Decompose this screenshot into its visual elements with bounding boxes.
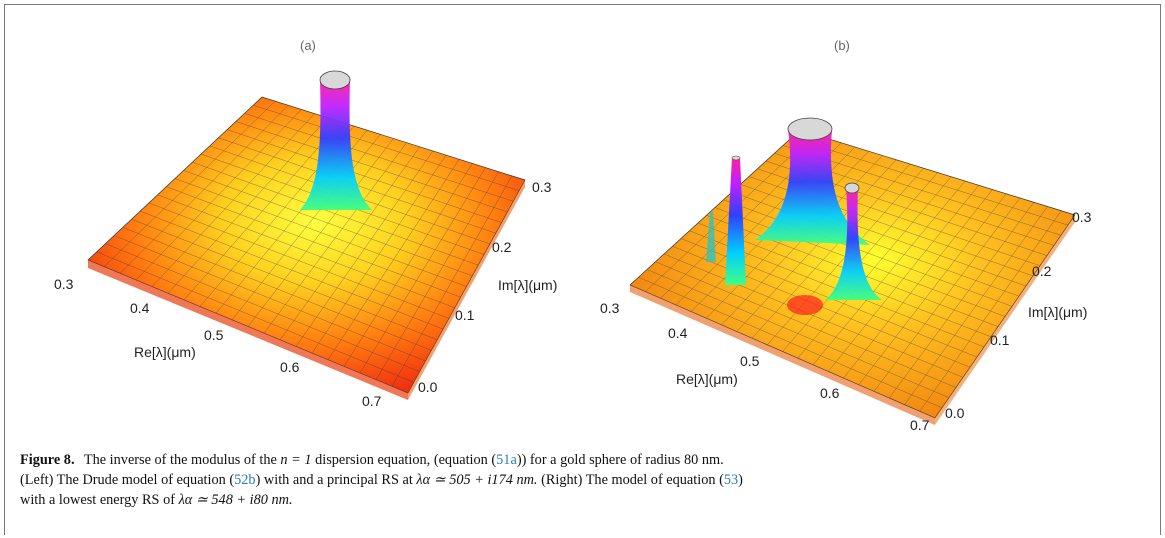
peak-a bbox=[300, 80, 372, 210]
surface-grid-a bbox=[96, 101, 520, 387]
re-tick-b-0: 0.3 bbox=[600, 300, 620, 316]
im-axis-title-a: Im[λ](μm) bbox=[498, 277, 557, 293]
figure-caption: Figure 8. The inverse of the modulus of … bbox=[20, 450, 1140, 510]
caption-text-4: (Left) The Drude model of equation ( bbox=[20, 472, 235, 488]
caption-text-1: The inverse of the modulus of the bbox=[83, 452, 277, 468]
panel-label-b: (b) bbox=[834, 38, 850, 53]
re-tick-a-4: 0.7 bbox=[362, 393, 382, 409]
im-tick-a-1: 0.1 bbox=[455, 307, 475, 323]
re-axis-title-b: Re[λ](μm) bbox=[676, 371, 738, 387]
im-axis-title-b: Im[λ](μm) bbox=[1028, 304, 1087, 320]
re-tick-a-2: 0.5 bbox=[204, 327, 224, 343]
panel-label-a: (a) bbox=[300, 38, 316, 53]
caption-value-1: λα ≃ 505 + i174 nm. bbox=[416, 472, 538, 488]
peak-cap-a bbox=[319, 70, 351, 90]
im-tick-b-1: 0.1 bbox=[990, 332, 1010, 348]
peak-cap-b-main bbox=[787, 117, 833, 141]
im-tick-a-2: 0.2 bbox=[492, 239, 512, 255]
re-tick-a-3: 0.6 bbox=[280, 359, 300, 375]
re-tick-a-1: 0.4 bbox=[130, 300, 150, 316]
re-tick-b-3: 0.6 bbox=[820, 385, 840, 401]
im-tick-b-0: 0.0 bbox=[945, 405, 965, 421]
im-tick-a-0: 0.0 bbox=[418, 379, 438, 395]
caption-text-7: ) bbox=[738, 472, 743, 488]
surface-plot-a: 0.3 0.4 0.5 0.6 0.7 0.0 0.1 0.2 0.3 Re[λ… bbox=[54, 70, 557, 409]
im-tick-b-3: 0.3 bbox=[1072, 209, 1092, 225]
peak-cap-b-right bbox=[844, 182, 860, 194]
caption-text-2: dispersion equation, (equation ( bbox=[315, 452, 497, 468]
caption-text-8: with a lowest energy RS of bbox=[20, 492, 175, 508]
re-tick-b-2: 0.5 bbox=[740, 353, 760, 369]
surface-plot-b: 0.3 0.4 0.5 0.6 0.7 0.0 0.1 0.2 0.3 Re[λ… bbox=[600, 117, 1092, 433]
caption-text-5: ) with and a principal RS at bbox=[255, 472, 413, 488]
spike-b bbox=[725, 158, 746, 285]
caption-text-6: (Right) The model of equation ( bbox=[541, 472, 724, 488]
im-tick-a-3: 0.3 bbox=[532, 179, 552, 195]
caption-n-equation: n = 1 bbox=[280, 452, 312, 468]
ref-link-52b[interactable]: 52b bbox=[234, 472, 256, 488]
peak-b-right bbox=[825, 188, 882, 300]
im-tick-b-2: 0.2 bbox=[1032, 263, 1052, 279]
caption-value-2: λα ≃ 548 + i80 nm. bbox=[178, 492, 293, 508]
re-axis-title-a: Re[λ](μm) bbox=[134, 344, 196, 360]
ref-link-53[interactable]: 53 bbox=[723, 472, 739, 488]
re-tick-a-0: 0.3 bbox=[54, 276, 74, 292]
ref-link-51a[interactable]: 51a bbox=[496, 452, 517, 468]
peak-b-main bbox=[755, 130, 870, 245]
caption-lead: Figure 8. bbox=[20, 452, 75, 468]
figure-frame bbox=[4, 4, 1161, 535]
caption-text-3: )) for a gold sphere of radius 80 nm. bbox=[516, 452, 724, 468]
re-tick-b-1: 0.4 bbox=[668, 325, 688, 341]
re-tick-b-4: 0.7 bbox=[910, 417, 930, 433]
